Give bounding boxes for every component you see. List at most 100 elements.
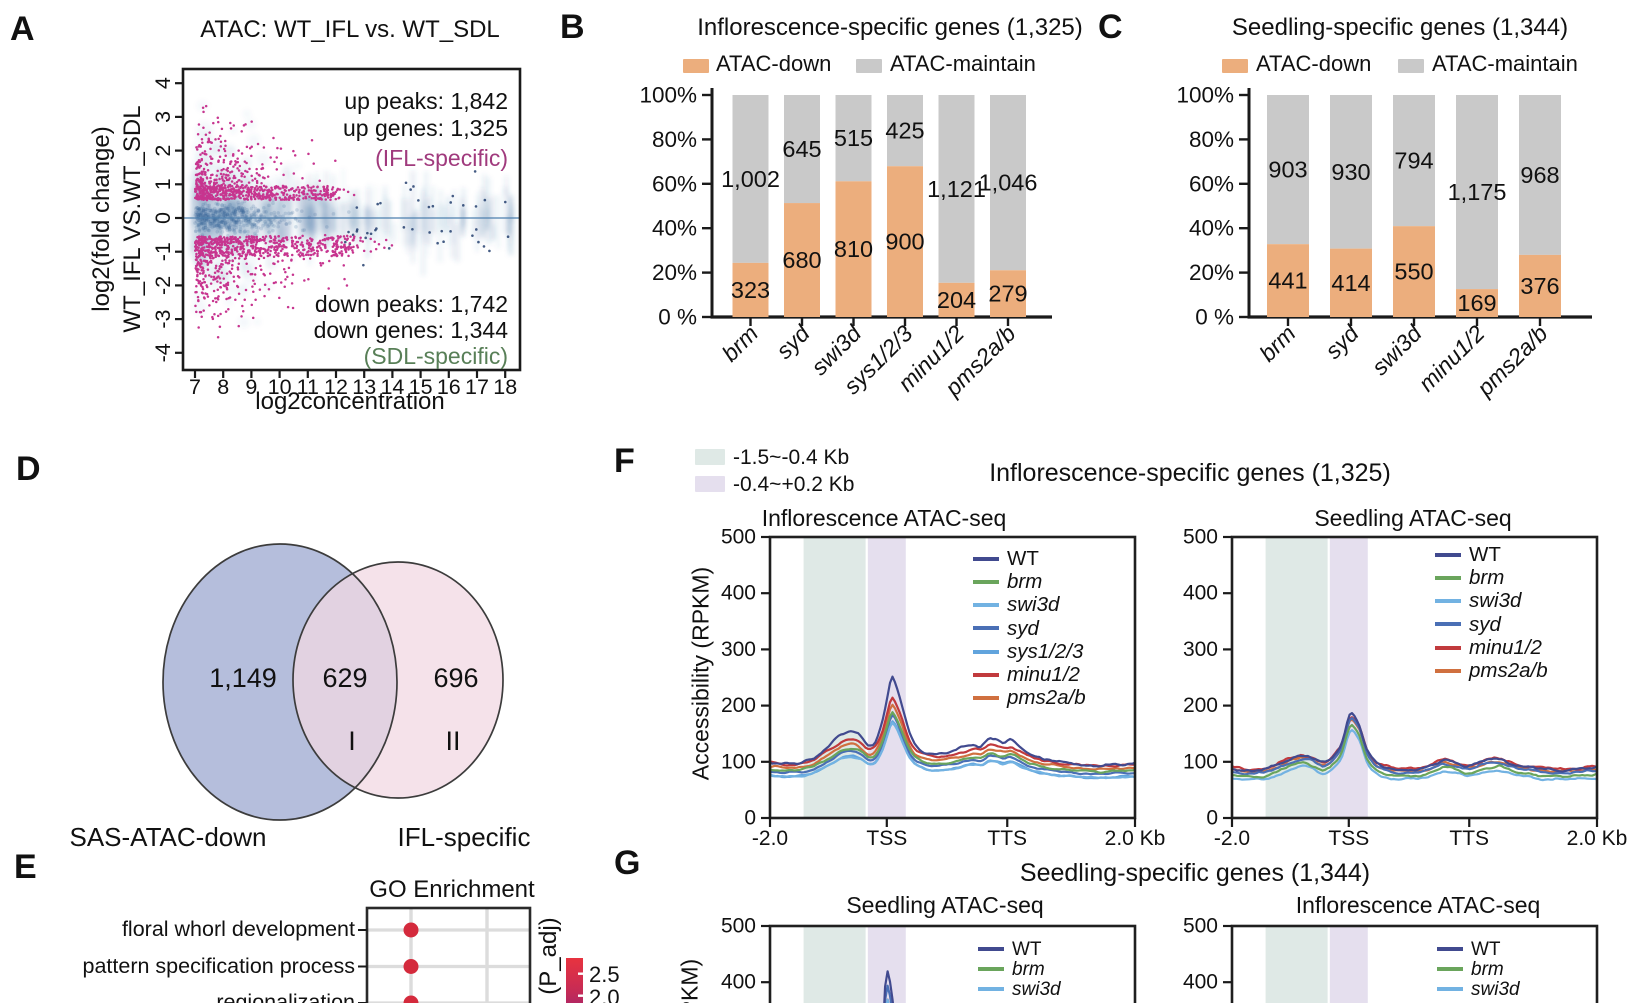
panel-a-down-peaks: down peaks: 1,742 xyxy=(314,291,508,317)
panel-e-title: GO Enrichment xyxy=(369,876,535,903)
bar-down-value: 323 xyxy=(731,277,770,303)
bar-maintain xyxy=(1456,95,1498,290)
y-tick-label: -3 xyxy=(151,310,175,329)
legend-series-name: pms2a/b xyxy=(1007,686,1086,710)
metagene-y-tick-label: 100 xyxy=(721,750,756,773)
panel-a-frame xyxy=(181,67,522,372)
legend-series-name: syd xyxy=(1007,616,1039,640)
metagene-y-tick-label: 500 xyxy=(721,526,756,549)
metagene-frame xyxy=(768,924,1137,1003)
bar-down-value: 376 xyxy=(1520,273,1559,299)
bar-maintain-value: 1,002 xyxy=(721,166,780,192)
panel-b-legend-maintain-swatch xyxy=(856,59,882,73)
metagene-frame xyxy=(768,535,1137,820)
dotplot-frame xyxy=(365,906,532,1003)
bar-down xyxy=(887,166,923,317)
legend-series-name: WT xyxy=(1469,543,1501,566)
panel-f-suptitle: Inflorescence-specific genes (1,325) xyxy=(989,459,1391,487)
venn-overlap-numeral: I xyxy=(348,726,356,756)
panel-c-legend-maintain-swatch xyxy=(1398,59,1424,73)
legend-swatch xyxy=(1437,986,1463,991)
bar-down-value: 441 xyxy=(1268,268,1307,294)
series-syd xyxy=(770,713,1135,776)
x-tick-label: 18 xyxy=(493,375,517,399)
series-pms2a/b xyxy=(770,703,1135,771)
legend-swatch xyxy=(1435,668,1461,673)
ma-scatter xyxy=(183,100,520,339)
bar-down xyxy=(1519,254,1561,317)
legend-series-name: minu1/2 xyxy=(1007,663,1080,686)
bar-down xyxy=(1330,248,1372,317)
metagene-y-tick-label: 200 xyxy=(721,694,756,717)
colorbar-tick-2-0: 2.0 xyxy=(589,985,620,1003)
panel-d-label: D xyxy=(16,450,41,488)
legend-swatch xyxy=(973,672,999,677)
colorbar-notch xyxy=(578,972,583,975)
bar-down xyxy=(990,270,1026,317)
bar-down-value: 680 xyxy=(782,247,821,273)
metagene-x-tick-label: TTS xyxy=(1449,827,1489,850)
metagene-y-tick-label: 100 xyxy=(1183,750,1218,773)
bar-down xyxy=(732,262,769,317)
legend-row: swi3d xyxy=(973,593,1059,616)
venn-right-outline xyxy=(292,561,504,799)
metagene-x-tick-label: TTS xyxy=(987,827,1027,850)
legend-series-name: WT xyxy=(1007,547,1039,570)
metagene-y-tick-label: 500 xyxy=(1183,915,1218,938)
bar-cat-label: syd xyxy=(1320,319,1365,364)
legend-row: WT xyxy=(1437,940,1501,960)
legend-row: swi3d xyxy=(978,980,1061,1000)
metagene-x-tick-label: TSS xyxy=(866,827,907,850)
legend-swatch xyxy=(973,556,999,561)
legend-series-name: WT xyxy=(1471,939,1501,960)
bar-y-tick-label: 0 % xyxy=(1195,305,1234,330)
panel-g-ylabel: Accessibility (RPKM) xyxy=(677,916,704,1003)
metagene-frame xyxy=(1230,924,1599,1003)
go-dot xyxy=(403,922,419,938)
go-dot xyxy=(403,995,419,1003)
shade-region xyxy=(1265,926,1328,1003)
legend-series-name: WT xyxy=(1012,939,1042,960)
bar-y-tick-label: 60% xyxy=(652,171,697,196)
x-tick-label: 15 xyxy=(409,375,433,399)
x-tick-label: 14 xyxy=(380,375,404,399)
x-tick-label: 8 xyxy=(217,375,229,399)
panel-c-title: Seedling-specific genes (1,344) xyxy=(1231,14,1569,41)
panel-b-legend-down-label: ATAC-down xyxy=(716,51,832,76)
bar-y-tick-label: 40% xyxy=(1189,216,1234,241)
metagene-y-tick-label: 400 xyxy=(721,582,756,605)
bar-y-tick-label: 100% xyxy=(1176,83,1234,108)
bar-maintain xyxy=(835,95,872,182)
metagene-y-tick-label: 300 xyxy=(721,638,756,661)
panel-a-up-peaks: up peaks: 1,842 xyxy=(344,88,508,114)
go-term-label: pattern specification process xyxy=(82,953,355,978)
metagene-plot xyxy=(803,926,906,1003)
bar-down-value: 279 xyxy=(988,281,1027,307)
metagene-plot xyxy=(1232,537,1597,818)
legend-series-name: brm xyxy=(1012,959,1045,980)
panel-a-ylabel-line2: WT_IFL VS.WT_SDL xyxy=(119,105,146,333)
x-tick-label: 10 xyxy=(268,375,292,399)
y-tick-label: -4 xyxy=(151,343,175,362)
bar-cat-label: swi3d xyxy=(1367,319,1428,380)
bar-down-value: 204 xyxy=(937,287,976,313)
shade-region xyxy=(867,537,906,818)
bar-y-tick-label: 80% xyxy=(652,127,697,152)
bar-maintain xyxy=(1393,95,1435,227)
bar-down-value: 900 xyxy=(885,229,924,255)
legend-series-name: swi3d xyxy=(1471,979,1520,1000)
x-tick-label: 9 xyxy=(245,375,257,399)
legend-swatch xyxy=(973,626,999,631)
bar-down-value: 414 xyxy=(1331,270,1370,296)
series-syd xyxy=(1232,716,1597,776)
legend-row: brm xyxy=(978,960,1045,980)
legend-row: brm xyxy=(1437,960,1504,980)
venn-right-value: 696 xyxy=(433,663,479,693)
panel-a-sdl-specific: (SDL-specific) xyxy=(363,343,508,369)
series-swi3d xyxy=(770,721,1135,780)
bar-y-tick-label: 40% xyxy=(652,216,697,241)
legend-row: minu1/2 xyxy=(973,663,1080,686)
x-tick-label: 7 xyxy=(189,375,201,399)
legend-series-name: swi3d xyxy=(1007,593,1060,617)
panel-a-up-genes: up genes: 1,325 xyxy=(343,115,508,141)
